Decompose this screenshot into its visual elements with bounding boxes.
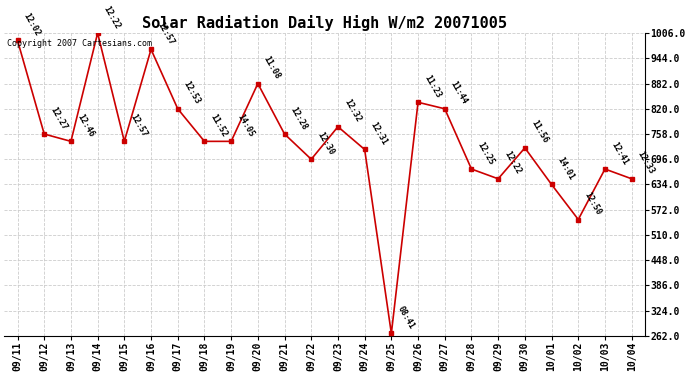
Text: 12:33: 12:33 bbox=[636, 150, 656, 176]
Text: Copyright 2007 Cartesians.com: Copyright 2007 Cartesians.com bbox=[8, 39, 152, 48]
Text: 11:56: 11:56 bbox=[529, 119, 549, 145]
Text: 12:57: 12:57 bbox=[128, 112, 149, 139]
Text: 12:28: 12:28 bbox=[288, 105, 309, 131]
Text: 12:25: 12:25 bbox=[475, 140, 496, 166]
Text: 12:22: 12:22 bbox=[102, 4, 122, 30]
Title: Solar Radiation Daily High W/m2 20071005: Solar Radiation Daily High W/m2 20071005 bbox=[142, 15, 507, 30]
Text: 12:32: 12:32 bbox=[342, 98, 362, 124]
Text: 11:44: 11:44 bbox=[449, 80, 469, 106]
Text: 11:08: 11:08 bbox=[262, 55, 282, 81]
Text: 12:22: 12:22 bbox=[502, 150, 522, 176]
Text: 12:31: 12:31 bbox=[369, 121, 389, 147]
Text: 12:30: 12:30 bbox=[315, 130, 336, 156]
Text: 11:52: 11:52 bbox=[208, 112, 229, 139]
Text: 12:53: 12:53 bbox=[182, 80, 202, 106]
Text: 12:27: 12:27 bbox=[48, 105, 69, 131]
Text: 08:41: 08:41 bbox=[395, 304, 416, 331]
Text: 12:41: 12:41 bbox=[609, 140, 629, 166]
Text: 11:23: 11:23 bbox=[422, 74, 442, 99]
Text: 12:57: 12:57 bbox=[155, 21, 175, 46]
Text: 14:05: 14:05 bbox=[235, 112, 255, 139]
Text: 12:46: 12:46 bbox=[75, 112, 95, 139]
Text: 14:01: 14:01 bbox=[555, 156, 576, 182]
Text: 12:02: 12:02 bbox=[21, 12, 42, 38]
Text: 12:50: 12:50 bbox=[582, 190, 603, 217]
